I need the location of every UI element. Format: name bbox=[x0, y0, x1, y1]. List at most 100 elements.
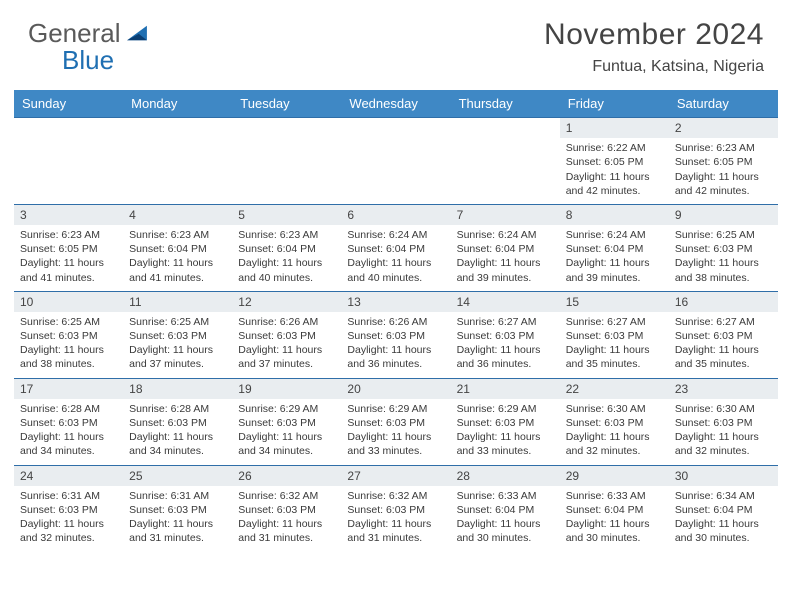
daylight-text: Daylight: 11 hours and 37 minutes. bbox=[238, 343, 335, 371]
calendar-day-cell: 27Sunrise: 6:32 AMSunset: 6:03 PMDayligh… bbox=[341, 465, 450, 552]
daylight-text: Daylight: 11 hours and 35 minutes. bbox=[566, 343, 663, 371]
daylight-text: Daylight: 11 hours and 33 minutes. bbox=[457, 430, 554, 458]
day-number: 23 bbox=[669, 379, 778, 399]
title-block: November 2024 Funtua, Katsina, Nigeria bbox=[544, 18, 764, 76]
day-number: 7 bbox=[451, 205, 560, 225]
day-number: 11 bbox=[123, 292, 232, 312]
calendar-day-cell: 8 Sunrise: 6:24 AMSunset: 6:04 PMDaylight… bbox=[560, 204, 669, 291]
sunrise-text: Sunrise: 6:25 AM bbox=[129, 315, 226, 329]
daylight-text: Daylight: 11 hours and 31 minutes. bbox=[129, 517, 226, 545]
sunset-text: Sunset: 6:05 PM bbox=[20, 242, 117, 256]
daylight-text: Daylight: 11 hours and 39 minutes. bbox=[566, 256, 663, 284]
sunrise-text: Sunrise: 6:31 AM bbox=[20, 489, 117, 503]
sunset-text: Sunset: 6:03 PM bbox=[20, 329, 117, 343]
day-number: 15 bbox=[560, 292, 669, 312]
calendar-grid: 1Sunrise: 6:22 AMSunset: 6:05 PMDaylight… bbox=[14, 117, 778, 551]
sunrise-text: Sunrise: 6:33 AM bbox=[457, 489, 554, 503]
sunset-text: Sunset: 6:04 PM bbox=[566, 503, 663, 517]
sunrise-text: Sunrise: 6:29 AM bbox=[347, 402, 444, 416]
day-number: 30 bbox=[669, 466, 778, 486]
sunset-text: Sunset: 6:03 PM bbox=[238, 503, 335, 517]
calendar-day-cell: 26Sunrise: 6:32 AMSunset: 6:03 PMDayligh… bbox=[232, 465, 341, 552]
calendar-day-cell: 18Sunrise: 6:28 AMSunset: 6:03 PMDayligh… bbox=[123, 378, 232, 465]
calendar-blank-cell bbox=[232, 117, 341, 204]
sunrise-text: Sunrise: 6:32 AM bbox=[238, 489, 335, 503]
calendar-day-cell: 24Sunrise: 6:31 AMSunset: 6:03 PMDayligh… bbox=[14, 465, 123, 552]
sunset-text: Sunset: 6:03 PM bbox=[238, 329, 335, 343]
day-number: 17 bbox=[14, 379, 123, 399]
sunset-text: Sunset: 6:04 PM bbox=[347, 242, 444, 256]
calendar-day-cell: 7Sunrise: 6:24 AMSunset: 6:04 PMDaylight… bbox=[451, 204, 560, 291]
sunrise-text: Sunrise: 6:24 AM bbox=[347, 228, 444, 242]
calendar-blank-cell bbox=[14, 117, 123, 204]
day-number: 25 bbox=[123, 466, 232, 486]
dow-label: Thursday bbox=[451, 90, 560, 117]
sunset-text: Sunset: 6:03 PM bbox=[675, 242, 772, 256]
day-number: 2 bbox=[669, 118, 778, 138]
day-number: 3 bbox=[14, 205, 123, 225]
daylight-text: Daylight: 11 hours and 34 minutes. bbox=[129, 430, 226, 458]
calendar-day-cell: 19Sunrise: 6:29 AMSunset: 6:03 PMDayligh… bbox=[232, 378, 341, 465]
daylight-text: Daylight: 11 hours and 30 minutes. bbox=[566, 517, 663, 545]
daylight-text: Daylight: 11 hours and 32 minutes. bbox=[675, 430, 772, 458]
sunset-text: Sunset: 6:04 PM bbox=[457, 503, 554, 517]
dow-label: Sunday bbox=[14, 90, 123, 117]
sunset-text: Sunset: 6:03 PM bbox=[238, 416, 335, 430]
day-number: 4 bbox=[123, 205, 232, 225]
daylight-text: Daylight: 11 hours and 32 minutes. bbox=[20, 517, 117, 545]
sunrise-text: Sunrise: 6:28 AM bbox=[20, 402, 117, 416]
sunrise-text: Sunrise: 6:32 AM bbox=[347, 489, 444, 503]
sunset-text: Sunset: 6:03 PM bbox=[20, 416, 117, 430]
daylight-text: Daylight: 11 hours and 38 minutes. bbox=[675, 256, 772, 284]
location-label: Funtua, Katsina, Nigeria bbox=[544, 58, 764, 76]
sunrise-text: Sunrise: 6:24 AM bbox=[457, 228, 554, 242]
sunrise-text: Sunrise: 6:25 AM bbox=[20, 315, 117, 329]
sunset-text: Sunset: 6:04 PM bbox=[238, 242, 335, 256]
sunset-text: Sunset: 6:03 PM bbox=[347, 329, 444, 343]
calendar-day-cell: 13Sunrise: 6:26 AMSunset: 6:03 PMDayligh… bbox=[341, 291, 450, 378]
day-number: 10 bbox=[14, 292, 123, 312]
calendar-blank-cell bbox=[451, 117, 560, 204]
sunrise-text: Sunrise: 6:22 AM bbox=[566, 141, 663, 155]
sunset-text: Sunset: 6:04 PM bbox=[566, 242, 663, 256]
sunset-text: Sunset: 6:04 PM bbox=[457, 242, 554, 256]
sunset-text: Sunset: 6:03 PM bbox=[129, 416, 226, 430]
calendar-day-cell: 12Sunrise: 6:26 AMSunset: 6:03 PMDayligh… bbox=[232, 291, 341, 378]
calendar-day-cell: 10Sunrise: 6:25 AMSunset: 6:03 PMDayligh… bbox=[14, 291, 123, 378]
day-number: 18 bbox=[123, 379, 232, 399]
sunrise-text: Sunrise: 6:27 AM bbox=[675, 315, 772, 329]
month-title: November 2024 bbox=[544, 18, 764, 52]
daylight-text: Daylight: 11 hours and 35 minutes. bbox=[675, 343, 772, 371]
sunset-text: Sunset: 6:03 PM bbox=[457, 416, 554, 430]
calendar-day-cell: 16Sunrise: 6:27 AMSunset: 6:03 PMDayligh… bbox=[669, 291, 778, 378]
day-number: 8 bbox=[560, 205, 669, 225]
daylight-text: Daylight: 11 hours and 41 minutes. bbox=[20, 256, 117, 284]
sunset-text: Sunset: 6:05 PM bbox=[566, 155, 663, 169]
calendar-day-cell: 21Sunrise: 6:29 AMSunset: 6:03 PMDayligh… bbox=[451, 378, 560, 465]
sunrise-text: Sunrise: 6:24 AM bbox=[566, 228, 663, 242]
daylight-text: Daylight: 11 hours and 42 minutes. bbox=[675, 170, 772, 198]
sunrise-text: Sunrise: 6:30 AM bbox=[566, 402, 663, 416]
daylight-text: Daylight: 11 hours and 42 minutes. bbox=[566, 170, 663, 198]
sunrise-text: Sunrise: 6:27 AM bbox=[457, 315, 554, 329]
day-number: 28 bbox=[451, 466, 560, 486]
sunset-text: Sunset: 6:05 PM bbox=[675, 155, 772, 169]
dow-label: Friday bbox=[560, 90, 669, 117]
daylight-text: Daylight: 11 hours and 34 minutes. bbox=[238, 430, 335, 458]
sunrise-text: Sunrise: 6:26 AM bbox=[347, 315, 444, 329]
sunset-text: Sunset: 6:03 PM bbox=[675, 416, 772, 430]
calendar-day-cell: 2Sunrise: 6:23 AMSunset: 6:05 PMDaylight… bbox=[669, 117, 778, 204]
day-number: 16 bbox=[669, 292, 778, 312]
day-number: 12 bbox=[232, 292, 341, 312]
calendar-day-cell: 14Sunrise: 6:27 AMSunset: 6:03 PMDayligh… bbox=[451, 291, 560, 378]
sunrise-text: Sunrise: 6:30 AM bbox=[675, 402, 772, 416]
daylight-text: Daylight: 11 hours and 40 minutes. bbox=[238, 256, 335, 284]
calendar-blank-cell bbox=[341, 117, 450, 204]
dow-label: Wednesday bbox=[341, 90, 450, 117]
sunrise-text: Sunrise: 6:25 AM bbox=[675, 228, 772, 242]
daylight-text: Daylight: 11 hours and 30 minutes. bbox=[457, 517, 554, 545]
calendar-day-cell: 17Sunrise: 6:28 AMSunset: 6:03 PMDayligh… bbox=[14, 378, 123, 465]
daylight-text: Daylight: 11 hours and 36 minutes. bbox=[347, 343, 444, 371]
sunrise-text: Sunrise: 6:23 AM bbox=[20, 228, 117, 242]
day-number: 6 bbox=[341, 205, 450, 225]
